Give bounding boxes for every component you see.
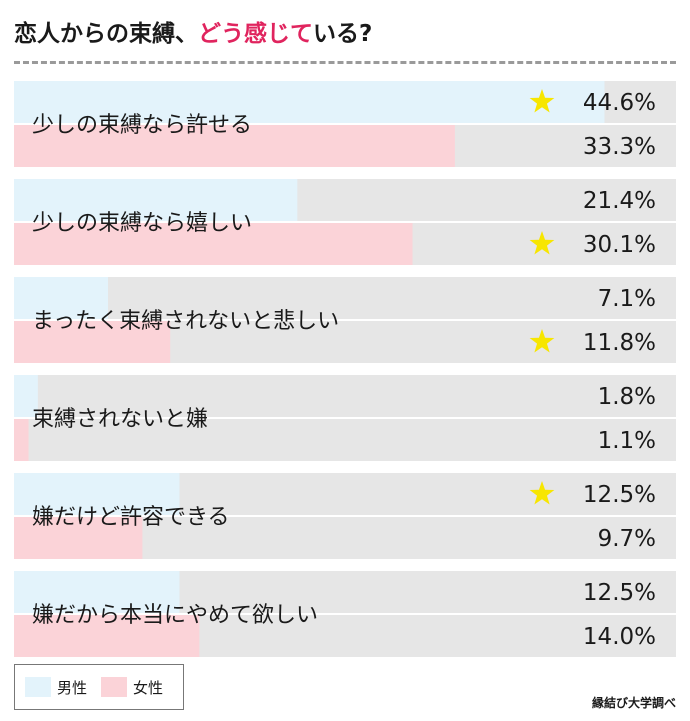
category-label-5: 嫌だから本当にやめて欲しい <box>32 603 318 628</box>
star-icon-3 <box>529 481 555 505</box>
value-label-female-4: 9.7% <box>598 526 656 552</box>
category-label-0: 少しの束縛なら許せる <box>32 113 252 138</box>
bar-female-2 <box>14 321 171 363</box>
bar-track-male-3 <box>14 375 676 417</box>
bar-male-1 <box>14 179 298 221</box>
value-label-female-5: 14.0% <box>583 624 656 650</box>
legend-swatch-female <box>101 677 128 697</box>
bar-male-3 <box>14 375 38 417</box>
value-label-male-5: 12.5% <box>583 580 656 606</box>
bar-female-0 <box>14 125 455 167</box>
category-label-2: まったく束縛されないと悲しい <box>32 309 339 334</box>
bar-male-5 <box>14 571 180 613</box>
star-icon-2 <box>529 329 555 353</box>
value-label-male-2: 7.1% <box>598 286 656 312</box>
bar-male-2 <box>14 277 109 319</box>
bar-female-1 <box>14 223 413 265</box>
value-label-male-0: 44.6% <box>583 90 656 116</box>
legend-label-male: 男性 <box>57 678 88 697</box>
bar-track-female-3 <box>14 419 676 461</box>
bar-female-3 <box>14 419 29 461</box>
value-label-female-1: 30.1% <box>583 232 656 258</box>
value-label-male-3: 1.8% <box>598 384 656 410</box>
value-label-male-4: 12.5% <box>583 482 656 508</box>
category-label-3: 束縛されないと嫌 <box>32 407 208 432</box>
star-icon-1 <box>529 231 555 255</box>
category-label-4: 嫌だけど許容できる <box>32 505 230 530</box>
legend-swatch-male <box>25 677 51 697</box>
source-credit: 縁結び大学調べ <box>591 696 676 710</box>
title-pre: 恋人からの束縛、 <box>14 21 198 47</box>
legend-item-female: 女性 <box>101 677 163 698</box>
title-divider <box>14 61 676 64</box>
value-label-female-3: 1.1% <box>598 428 656 454</box>
bar-female-4 <box>14 517 143 559</box>
legend-label-female: 女性 <box>133 678 164 697</box>
bar-female-5 <box>14 615 200 657</box>
value-label-female-0: 33.3% <box>583 134 656 160</box>
title-post: いる? <box>313 21 373 47</box>
bar-male-0 <box>14 81 605 123</box>
chart-title: 恋人からの束縛、どう感じている? <box>14 14 372 48</box>
bar-male-4 <box>14 473 180 515</box>
category-label-1: 少しの束縛なら嬉しい <box>32 211 252 236</box>
legend: 男性 女性 <box>14 664 184 710</box>
star-icon-0 <box>529 89 555 113</box>
value-label-female-2: 11.8% <box>583 330 656 356</box>
title-highlight: どう感じて <box>198 21 313 47</box>
bar-track-male-2 <box>14 277 676 319</box>
legend-item-male: 男性 <box>25 677 87 698</box>
value-label-male-1: 21.4% <box>583 188 656 214</box>
